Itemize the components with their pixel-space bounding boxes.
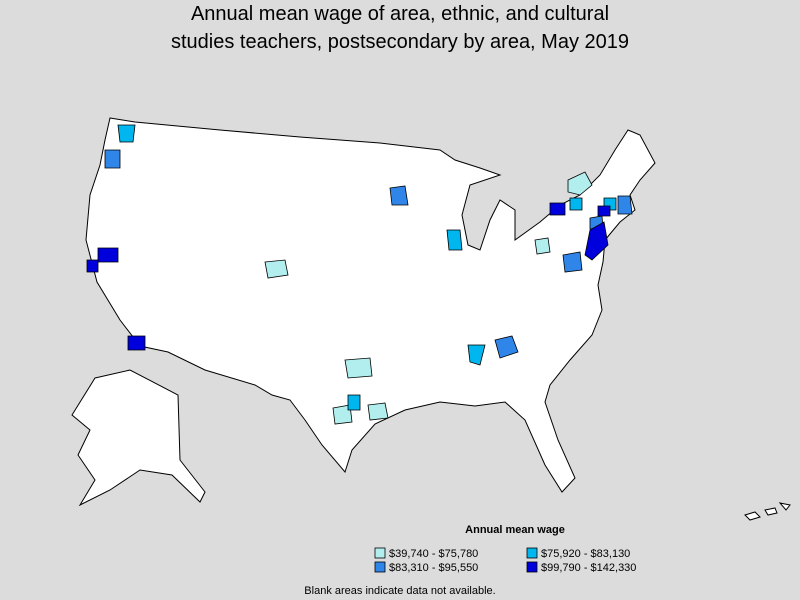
- shaded-area: [344, 357, 373, 379]
- legend-swatch: [526, 547, 538, 559]
- shaded-area: [597, 205, 611, 217]
- shaded-area: [534, 237, 551, 255]
- note: Blank areas indicate data not available.: [304, 585, 495, 597]
- legend-label: $75,920 - $83,130: [541, 548, 630, 560]
- contiguous-us: [85, 117, 656, 493]
- shaded-area: [367, 402, 389, 421]
- legend-title: Annual mean wage: [465, 524, 565, 536]
- title-line: studies teachers, postsecondary by area,…: [171, 31, 629, 53]
- shaded-area: [347, 394, 361, 411]
- shaded-area: [562, 251, 583, 273]
- legend-label: $83,310 - $95,550: [389, 562, 478, 574]
- shaded-area: [467, 344, 486, 366]
- shaded-area: [264, 259, 289, 279]
- shaded-area: [127, 335, 146, 351]
- shaded-area: [584, 221, 609, 261]
- hawaii: [744, 502, 791, 521]
- legend-swatch: [374, 547, 386, 559]
- shaded-area: [389, 185, 409, 206]
- shaded-area: [117, 124, 136, 143]
- shaded-area: [97, 247, 119, 263]
- legend-label: $99,790 - $142,330: [541, 562, 636, 574]
- shaded-area: [549, 202, 566, 216]
- title-line: Annual mean wage of area, ethnic, and cu…: [191, 3, 609, 25]
- legend-swatch: [374, 561, 386, 573]
- shaded-area: [332, 404, 353, 425]
- regions: [86, 124, 633, 425]
- map: [71, 117, 791, 521]
- shaded-area: [567, 171, 593, 196]
- shaded-area: [86, 259, 99, 273]
- legend-swatch: [526, 561, 538, 573]
- shaded-area: [494, 335, 519, 359]
- legend: $39,740 - $75,780 $83,310 - $95,550 $75,92…: [374, 547, 636, 574]
- shaded-area: [617, 195, 633, 215]
- shaded-area: [446, 229, 463, 251]
- shaded-area: [569, 197, 583, 211]
- shaded-area: [104, 149, 121, 169]
- alaska: [71, 369, 206, 507]
- legend-label: $39,740 - $75,780: [389, 548, 478, 560]
